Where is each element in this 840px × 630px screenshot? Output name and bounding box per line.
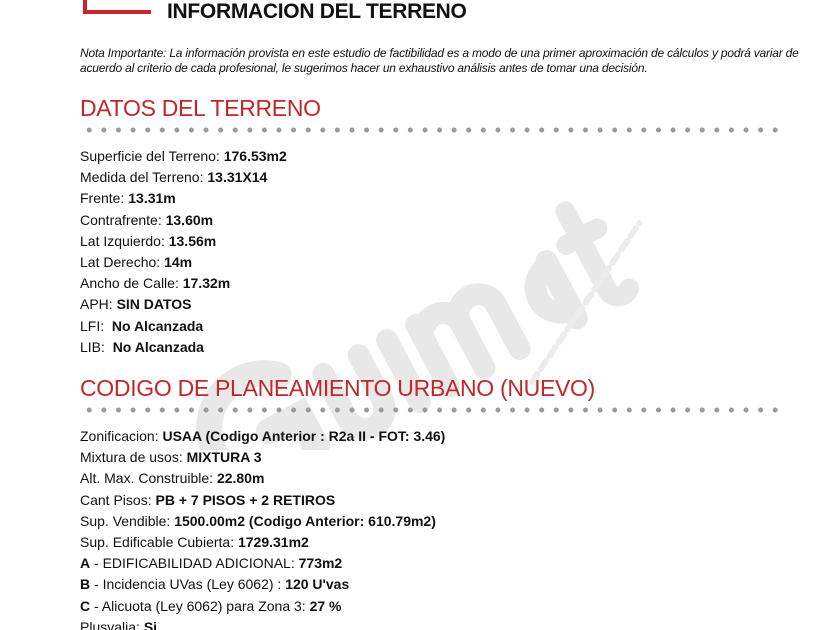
row-label: Alt. Max. Construible: (80, 470, 217, 487)
data-row: Ancho de Calle: 17.32m (80, 273, 287, 294)
row-label: Sup. Edificable Cubierta: (80, 534, 238, 551)
terreno-data-list: Superficie del Terreno: 176.53m2 Medida d… (80, 146, 287, 358)
row-value: 14m (164, 254, 193, 271)
row-label: Cant Pisos: (80, 491, 156, 508)
row-prefix: B (80, 576, 91, 593)
row-label: Medida del Terreno: (80, 169, 208, 186)
row-label: Lat Derecho: (80, 254, 165, 271)
row-label: LFI: (80, 317, 112, 334)
row-label: - EDIFICABILIDAD ADICIONAL: (90, 555, 299, 572)
row-label: LIB: (80, 338, 113, 355)
data-row: Lat Izquierdo: 13.56m (80, 231, 287, 252)
row-value: 13.56m (168, 232, 217, 249)
row-value: 17.32m (182, 275, 231, 292)
row-label: Mixtura de usos: (80, 449, 187, 466)
row-label: Plusvalia: (80, 618, 144, 630)
data-row: Medida del Terreno: 13.31X14 (80, 167, 287, 188)
brand-logo (83, 0, 151, 14)
data-row: LFI: No Alcanzada (80, 316, 287, 337)
row-prefix: C (80, 597, 91, 614)
row-value: 27 % (309, 597, 342, 614)
row-value: No Alcanzada (111, 317, 204, 334)
data-row: Sup. Vendible: 1500.00m2 (Codigo Anterio… (80, 511, 445, 532)
row-value: 22.80m (216, 470, 265, 487)
row-label: - Incidencia UVas (Ley 6062) : (90, 576, 286, 593)
data-row: Plusvalia: Si (80, 617, 445, 630)
dotted-divider (82, 406, 782, 414)
row-value: 13.31X14 (207, 169, 268, 186)
codigo-data-list: Zonificacion: USAA (Codigo Anterior : R2… (80, 426, 445, 630)
dotted-divider (82, 126, 782, 134)
data-row: Lat Derecho: 14m (80, 252, 287, 273)
row-value: No Alcanzada (112, 338, 204, 355)
row-label: Ancho de Calle: (80, 275, 183, 292)
data-row: Frente: 13.31m (80, 188, 287, 209)
row-prefix: A (80, 555, 91, 572)
data-row: Contrafrente: 13.60m (80, 210, 287, 231)
data-row: A - EDIFICABILIDAD ADICIONAL: 773m2 (80, 553, 445, 574)
data-row: Superficie del Terreno: 176.53m2 (80, 146, 287, 167)
row-value: PB + 7 PISOS + 2 RETIROS (155, 491, 336, 508)
row-value: USAA (Codigo Anterior : R2a II - FOT: 3.… (162, 428, 446, 444)
row-value: 1729.31m2 (237, 534, 309, 551)
row-value: 120 U'vas (285, 576, 350, 593)
data-row: Sup. Edificable Cubierta: 1729.31m2 (80, 532, 445, 553)
section-heading-terreno: DATOS DEL TERRENO (80, 95, 321, 121)
row-label: - Alicuota (Ley 6062) para Zona 3: (90, 597, 310, 614)
row-value: 1500.00m2 (Codigo Anterior: 610.79m2) (174, 512, 436, 529)
row-label: Sup. Vendible: (80, 512, 175, 529)
row-label: APH: (80, 296, 117, 313)
row-value: Si (143, 618, 158, 630)
row-label: Superficie del Terreno: (80, 148, 224, 164)
page-title: INFORMACION DEL TERRENO (167, 0, 467, 23)
data-row: B - Incidencia UVas (Ley 6062) : 120 U'v… (80, 574, 445, 595)
row-value: SIN DATOS (116, 296, 192, 313)
row-value: 13.60m (165, 211, 214, 228)
row-label: Frente: (80, 190, 129, 207)
important-note: Nota Importante: La información provista… (80, 46, 799, 75)
data-row: LIB: No Alcanzada (80, 337, 287, 358)
data-row: APH: SIN DATOS (80, 294, 287, 315)
row-value: MIXTURA 3 (186, 449, 262, 466)
data-row: Mixtura de usos: MIXTURA 3 (80, 447, 445, 468)
row-label: Zonificacion: (80, 428, 163, 444)
data-row: Alt. Max. Construible: 22.80m (80, 468, 445, 489)
data-row: Zonificacion: USAA (Codigo Anterior : R2… (80, 426, 445, 447)
row-value: 176.53m2 (223, 148, 287, 164)
row-value: 13.31m (128, 190, 176, 207)
data-row: Cant Pisos: PB + 7 PISOS + 2 RETIROS (80, 490, 445, 511)
row-value: 773m2 (298, 555, 343, 572)
section-heading-codigo: CODIGO DE PLANEAMIENTO URBANO (NUEVO) (80, 375, 595, 401)
row-label: Lat Izquierdo: (80, 232, 169, 249)
row-label: Contrafrente: (80, 211, 166, 228)
data-row: C - Alicuota (Ley 6062) para Zona 3: 27 … (80, 596, 445, 617)
